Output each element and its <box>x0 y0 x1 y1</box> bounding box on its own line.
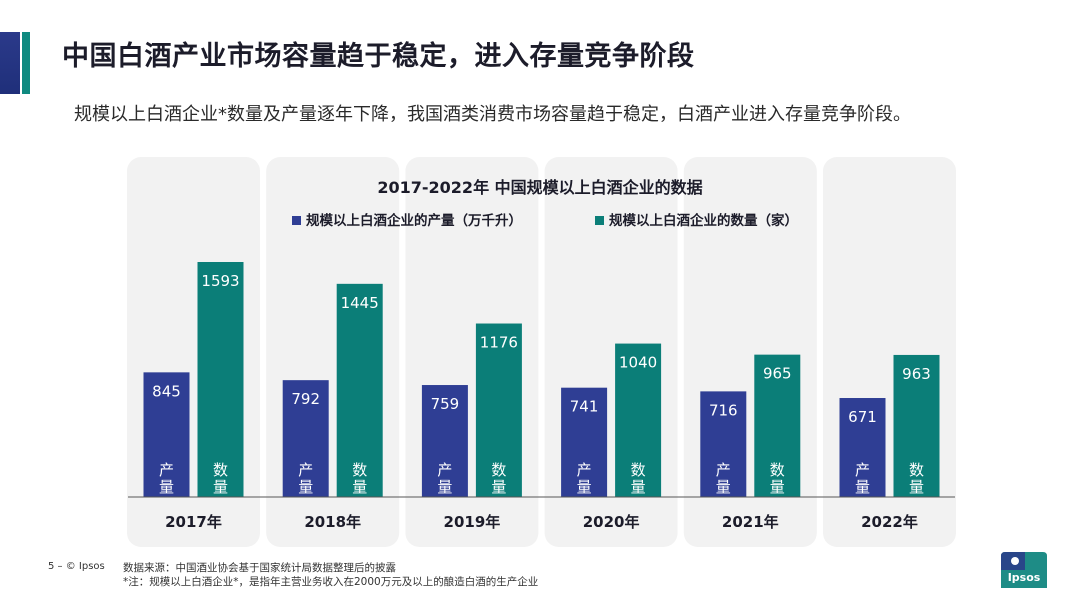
bar-inner-label: 产 <box>298 461 313 479</box>
x-tick-label: 2017年 <box>165 513 222 531</box>
ipsos-logo: Ipsos <box>1001 552 1047 588</box>
bar-output <box>839 398 886 497</box>
footer-source: 数据来源：中国酒业协会基于国家统计局数据整理后的披露 *注：规模以上白酒企业*，… <box>123 561 538 589</box>
bar-inner-label: 数 <box>631 461 646 479</box>
svg-text:Ipsos: Ipsos <box>1008 571 1041 584</box>
bar-value-label: 1040 <box>619 354 657 372</box>
bar-count <box>336 283 383 497</box>
legend-label: 规模以上白酒企业的数量（家） <box>609 212 798 229</box>
legend-label: 规模以上白酒企业的产量（万千升） <box>306 212 522 229</box>
bar-count <box>754 354 801 497</box>
bar-inner-label: 量 <box>770 478 785 496</box>
bar-value-label: 1593 <box>201 272 239 290</box>
bar-count <box>475 323 522 497</box>
bar-output <box>561 387 608 497</box>
bar-value-label: 965 <box>763 365 792 383</box>
slide-title: 中国白酒产业市场容量趋于稳定，进入存量竞争阶段 <box>62 41 695 72</box>
bar-count <box>615 343 662 497</box>
bar-value-label: 671 <box>848 408 877 426</box>
copyright-text: © Ipsos <box>65 561 105 572</box>
x-tick-label: 2020年 <box>583 513 640 531</box>
bar-output <box>282 380 329 497</box>
bar-inner-label: 量 <box>213 478 228 496</box>
bar-value-label: 963 <box>902 365 931 383</box>
bar-inner-label: 产 <box>577 461 592 479</box>
bar-inner-label: 量 <box>437 478 452 496</box>
bar-output <box>700 391 747 497</box>
bar-value-label: 792 <box>291 390 320 408</box>
bar-inner-label: 产 <box>159 461 174 479</box>
bar-inner-label: 量 <box>298 478 313 496</box>
bar-value-label: 716 <box>709 401 738 419</box>
chart-title: 2017-2022年 中国规模以上白酒企业的数据 <box>377 178 702 197</box>
bar-inner-label: 产 <box>716 461 731 479</box>
x-tick-label: 2021年 <box>722 513 779 531</box>
bar-inner-label: 量 <box>159 478 174 496</box>
note-line: *注：规模以上白酒企业*，是指年主营业务收入在2000万元及以上的酿造白酒的生产… <box>123 576 539 588</box>
page-number: 5 – <box>48 561 63 572</box>
bar-value-label: 1445 <box>341 294 379 312</box>
bar-inner-label: 数 <box>213 461 228 479</box>
bar-value-label: 1176 <box>480 334 518 352</box>
legend-swatch <box>292 216 301 225</box>
legend-swatch <box>595 216 604 225</box>
bar-inner-label: 量 <box>491 478 506 496</box>
bar-value-label: 759 <box>431 395 460 413</box>
bar-value-label: 741 <box>570 398 599 416</box>
bar-inner-label: 量 <box>352 478 367 496</box>
bar-inner-label: 数 <box>352 461 367 479</box>
bar-inner-label: 数 <box>770 461 785 479</box>
bar-inner-label: 量 <box>909 478 924 496</box>
bar-count <box>197 262 244 497</box>
bar-value-label: 845 <box>152 382 181 400</box>
bar-inner-label: 数 <box>909 461 924 479</box>
bar-output <box>143 372 190 497</box>
bar-inner-label: 量 <box>631 478 646 496</box>
title-accent-stripe <box>22 32 30 94</box>
bar-inner-label: 数 <box>491 461 506 479</box>
x-tick-label: 2019年 <box>444 513 501 531</box>
x-tick-label: 2018年 <box>304 513 361 531</box>
bar-inner-label: 量 <box>716 478 731 496</box>
source-line: 数据来源：中国酒业协会基于国家统计局数据整理后的披露 <box>123 562 396 574</box>
slide-subtitle: 规模以上白酒企业*数量及产量逐年下降，我国酒类消费市场容量趋于稳定，白酒产业进入… <box>74 104 911 125</box>
footer-page-info: 5 – © Ipsos <box>48 561 105 572</box>
title-accent-bar <box>0 32 20 94</box>
bar-count <box>893 354 940 497</box>
bar-output <box>421 385 468 497</box>
x-tick-label: 2022年 <box>861 513 918 531</box>
bar-inner-label: 产 <box>437 461 452 479</box>
bar-inner-label: 产 <box>855 461 870 479</box>
bar-inner-label: 量 <box>577 478 592 496</box>
bar-inner-label: 量 <box>855 478 870 496</box>
